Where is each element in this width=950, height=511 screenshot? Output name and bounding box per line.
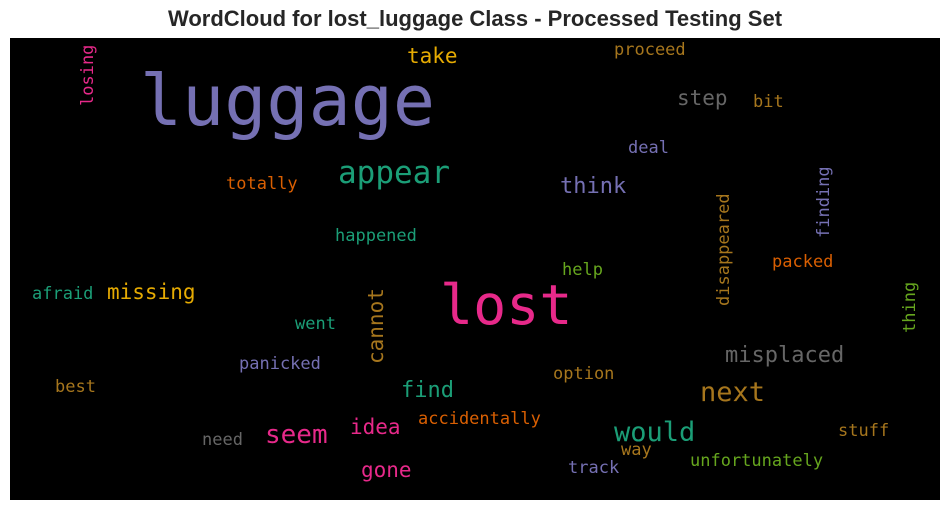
word-accidentally: accidentally xyxy=(418,409,541,429)
word-misplaced: misplaced xyxy=(725,343,845,368)
word-step: step xyxy=(677,86,728,110)
word-way: way xyxy=(621,440,652,460)
wordcloud-canvas: luggage lost appear take proceed losing step bi… xyxy=(10,38,940,500)
word-happened: happened xyxy=(335,226,417,246)
figure-title: WordCloud for lost_luggage Class - Proce… xyxy=(167,6,783,31)
word-afraid: afraid xyxy=(32,284,94,304)
word-totally: totally xyxy=(226,174,298,194)
word-stuff: stuff xyxy=(838,421,890,441)
word-deal: deal xyxy=(628,138,669,158)
word-option: option xyxy=(553,364,615,384)
word-missing: missing xyxy=(107,280,196,304)
word-think: think xyxy=(560,174,627,199)
word-finding: finding xyxy=(814,166,834,238)
word-idea: idea xyxy=(350,415,401,439)
word-disappeared: disappeared xyxy=(714,193,734,306)
word-unfortunately: unfortunately xyxy=(690,451,824,471)
word-appear: appear xyxy=(338,155,450,191)
word-next: next xyxy=(700,377,766,408)
word-bit: bit xyxy=(753,92,784,112)
word-panicked: panicked xyxy=(239,354,321,374)
word-need: need xyxy=(202,430,243,450)
word-help: help xyxy=(562,260,603,280)
word-would: would xyxy=(614,417,696,448)
word-best: best xyxy=(55,377,96,397)
word-packed: packed xyxy=(772,252,834,272)
word-thing: thing xyxy=(900,281,920,333)
word-cannot: cannot xyxy=(364,288,388,364)
word-lost: lost xyxy=(440,273,573,337)
word-went: went xyxy=(295,314,336,334)
word-take: take xyxy=(407,44,458,68)
word-gone: gone xyxy=(361,458,412,482)
word-seem: seem xyxy=(265,420,328,450)
word-proceed: proceed xyxy=(614,40,686,60)
word-luggage: luggage xyxy=(140,60,436,142)
word-losing: losing xyxy=(78,44,98,106)
word-track: track xyxy=(568,458,620,478)
word-find: find xyxy=(401,378,454,403)
